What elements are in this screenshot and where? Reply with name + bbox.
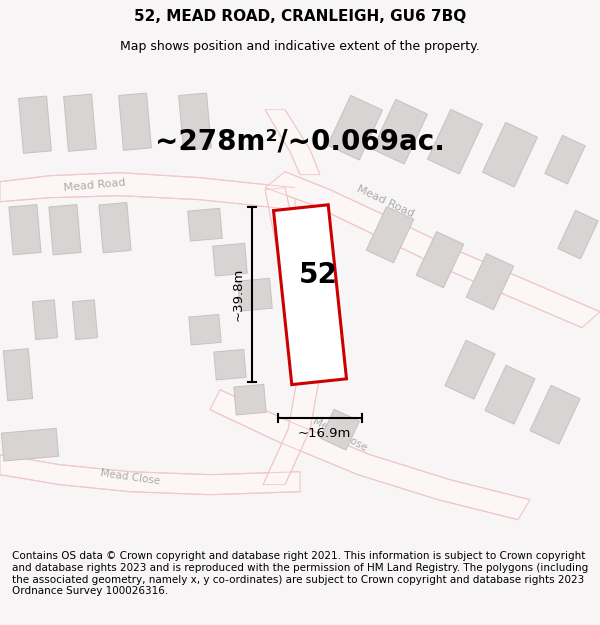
Polygon shape xyxy=(545,136,585,184)
Polygon shape xyxy=(265,110,320,174)
Polygon shape xyxy=(189,314,221,345)
Text: ~39.8m: ~39.8m xyxy=(232,268,245,321)
Polygon shape xyxy=(263,188,320,485)
Polygon shape xyxy=(0,173,295,210)
Text: Mead Close: Mead Close xyxy=(311,416,369,453)
Polygon shape xyxy=(238,278,272,311)
Polygon shape xyxy=(73,300,98,339)
Polygon shape xyxy=(445,340,495,399)
Polygon shape xyxy=(99,202,131,253)
Polygon shape xyxy=(4,349,32,401)
Polygon shape xyxy=(0,455,300,495)
Text: 52, MEAD ROAD, CRANLEIGH, GU6 7BQ: 52, MEAD ROAD, CRANLEIGH, GU6 7BQ xyxy=(134,9,466,24)
Polygon shape xyxy=(558,211,598,259)
Polygon shape xyxy=(274,205,346,384)
Polygon shape xyxy=(234,384,266,415)
Text: ~16.9m: ~16.9m xyxy=(298,428,351,440)
Text: ~278m²/~0.069ac.: ~278m²/~0.069ac. xyxy=(155,127,445,156)
Polygon shape xyxy=(188,208,222,241)
Polygon shape xyxy=(428,109,482,174)
Polygon shape xyxy=(416,232,464,288)
Polygon shape xyxy=(9,204,41,255)
Polygon shape xyxy=(32,300,58,339)
Text: Map shows position and indicative extent of the property.: Map shows position and indicative extent… xyxy=(120,40,480,52)
Polygon shape xyxy=(49,204,81,255)
Text: Mead Close: Mead Close xyxy=(100,469,160,487)
Text: Mead Road: Mead Road xyxy=(64,178,127,193)
Polygon shape xyxy=(19,96,52,153)
Polygon shape xyxy=(119,93,151,150)
Polygon shape xyxy=(328,96,382,160)
Text: Mead Road: Mead Road xyxy=(355,184,415,219)
Polygon shape xyxy=(466,254,514,310)
Polygon shape xyxy=(320,409,359,450)
Text: 52: 52 xyxy=(299,261,337,289)
Polygon shape xyxy=(485,365,535,424)
Polygon shape xyxy=(482,122,538,187)
Polygon shape xyxy=(265,172,600,328)
Polygon shape xyxy=(210,390,530,519)
Polygon shape xyxy=(179,93,211,150)
Polygon shape xyxy=(214,349,246,380)
Polygon shape xyxy=(213,243,247,276)
Polygon shape xyxy=(1,428,59,461)
Polygon shape xyxy=(64,94,97,151)
Polygon shape xyxy=(373,99,427,164)
Polygon shape xyxy=(530,385,580,444)
Text: Contains OS data © Crown copyright and database right 2021. This information is : Contains OS data © Crown copyright and d… xyxy=(12,551,588,596)
Polygon shape xyxy=(366,207,414,262)
